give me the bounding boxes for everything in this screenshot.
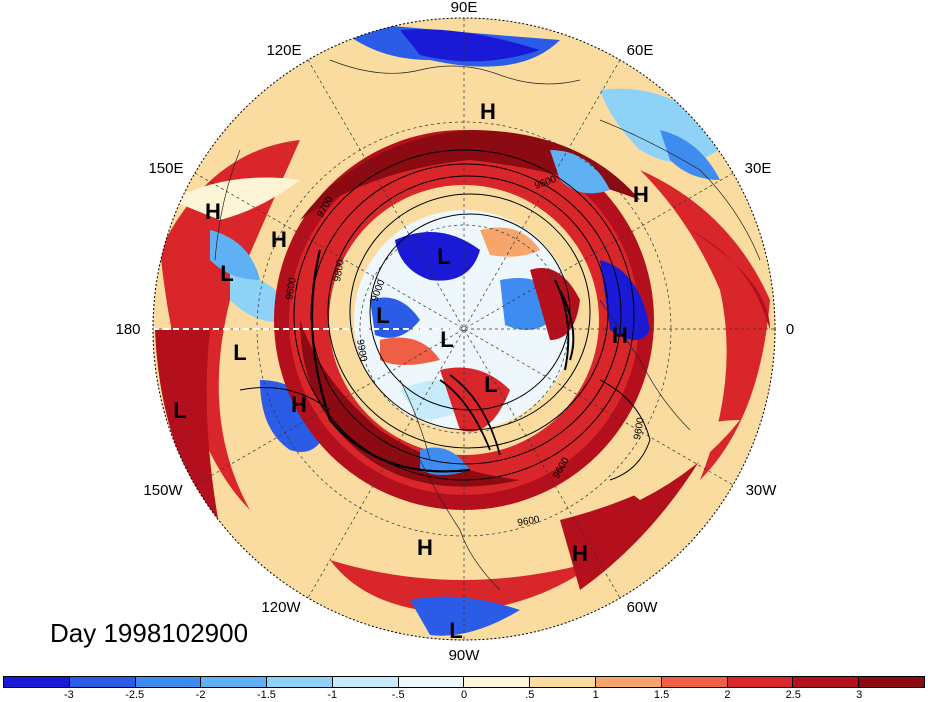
high-pressure-marker: H	[291, 392, 307, 417]
colorbar-tick-label: .5	[525, 689, 535, 701]
colorbar-tick-label: 2	[724, 689, 731, 701]
colorbar-swatch	[69, 677, 136, 687]
contour-label: 9900	[354, 339, 369, 363]
low-pressure-marker: L	[440, 327, 453, 352]
lon-label-120w: 120W	[261, 599, 301, 616]
colorbar-swatch	[793, 677, 860, 687]
high-pressure-marker: H	[633, 182, 649, 207]
graticule	[153, 18, 775, 640]
colorbar-swatch	[398, 677, 465, 687]
high-pressure-marker: H	[271, 227, 287, 252]
lon-label-30e: 30E	[745, 160, 772, 177]
colorbar-tick-label: 1	[592, 689, 599, 701]
colorbar-swatch	[135, 677, 202, 687]
lon-label-60w: 60W	[627, 599, 659, 616]
colorbar-swatch	[464, 677, 531, 687]
colorbar-tick-label: -3	[63, 689, 74, 701]
high-pressure-marker: H	[480, 99, 496, 124]
low-pressure-marker: L	[449, 618, 462, 643]
colorbar-swatch	[4, 677, 70, 687]
colorbar-tick-label: -2.5	[125, 689, 145, 701]
colorbar-swatch	[727, 677, 794, 687]
colorbar-swatch	[332, 677, 399, 687]
colorbar-tick-label: -.5	[391, 689, 405, 701]
high-pressure-marker: H	[572, 541, 588, 566]
colorbar-tick-label: -2	[195, 689, 206, 701]
low-pressure-marker: L	[173, 398, 186, 423]
colorbar-swatch	[201, 677, 268, 687]
high-pressure-marker: H	[417, 535, 433, 560]
colorbar-swatch	[859, 677, 924, 687]
contour-label: 9600	[284, 276, 299, 300]
lon-label-120e: 120E	[266, 42, 301, 59]
contour-label: 9600	[632, 416, 647, 440]
colorbar-tick-label: 2.5	[785, 689, 801, 701]
map-border	[152, 17, 776, 641]
lon-label-60e: 60E	[627, 42, 654, 59]
lon-label-0: 0	[786, 321, 794, 338]
map-title: Day 1998102900	[50, 618, 249, 648]
colorbar-tick-label: 3	[856, 689, 863, 701]
contour-label: 9600	[517, 514, 541, 529]
colorbar-swatch	[267, 677, 333, 687]
low-pressure-marker: L	[437, 244, 450, 269]
contour-label: 9800	[332, 258, 347, 282]
coastlines	[214, 59, 761, 591]
colorbar-tick-label: 0	[460, 689, 468, 701]
lon-label-150e: 150E	[148, 160, 183, 177]
colorbar	[3, 676, 925, 688]
low-pressure-marker: L	[376, 303, 389, 328]
colorbar-tick-label: -1	[327, 689, 338, 701]
colorbar-swatch	[530, 677, 597, 687]
colorbar-swatch	[596, 677, 662, 687]
lon-label-150w: 150W	[143, 482, 183, 499]
lon-label-90w: 90W	[449, 647, 481, 664]
colorbar-tick-label: 1.5	[653, 689, 670, 701]
low-pressure-marker: L	[220, 261, 233, 286]
lon-label-90e: 90E	[451, 0, 478, 16]
colorbar-tick-label: -1.5	[256, 689, 276, 701]
high-pressure-marker: H	[205, 199, 221, 224]
colorbar-swatch	[661, 677, 728, 687]
low-pressure-marker: L	[484, 372, 497, 397]
lon-label-30w: 30W	[746, 482, 778, 499]
lon-label-180: 180	[115, 321, 140, 338]
low-pressure-marker: L	[233, 340, 246, 365]
high-pressure-marker: H	[612, 323, 628, 348]
